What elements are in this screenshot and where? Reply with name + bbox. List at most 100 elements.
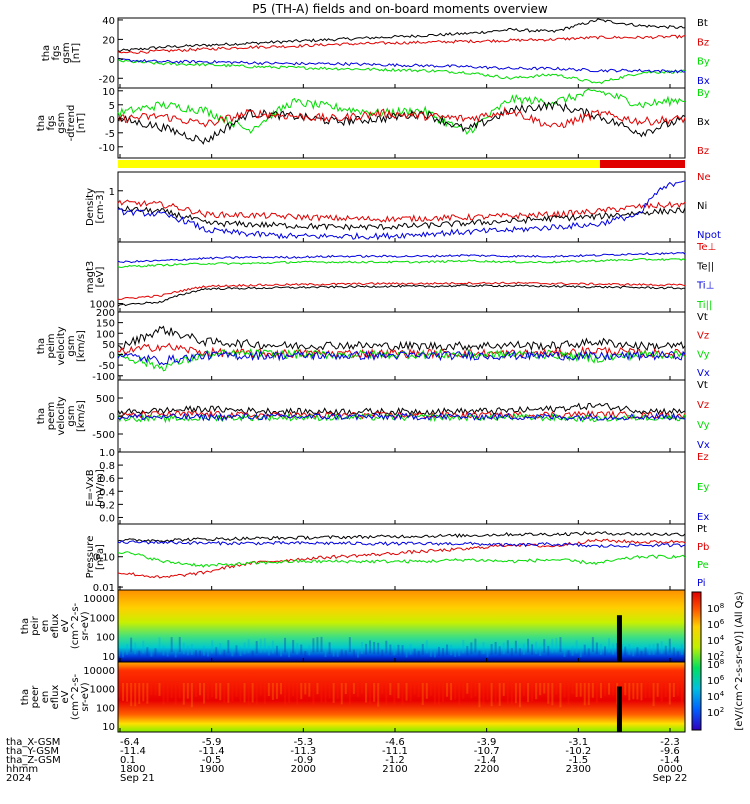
y-axis-label: gsm	[56, 112, 67, 133]
spectrogram-texture	[259, 683, 262, 696]
spectrogram-texture	[356, 651, 359, 658]
orbit-x-value: -4.6	[385, 737, 405, 748]
spectrogram-texture	[385, 640, 388, 654]
spectrogram-texture	[559, 637, 562, 653]
y-tick-label: 0.2	[99, 500, 115, 511]
spectrogram-texture	[207, 683, 210, 700]
y-axis-label: eV	[60, 690, 71, 703]
spectrogram-texture	[498, 646, 501, 656]
spectrogram-texture	[567, 683, 570, 705]
spectrogram-texture	[361, 642, 363, 655]
spectrogram-texture	[134, 642, 137, 655]
y-tick-label: 20	[102, 35, 115, 46]
spectrogram-texture	[454, 683, 457, 700]
y-tick-label: 1000	[90, 613, 115, 624]
spectrogram-texture	[280, 648, 282, 657]
panel-frame	[117, 87, 686, 159]
spectrogram-texture	[474, 638, 477, 653]
legend-entry: Npot	[697, 230, 721, 241]
series-line-Pi	[117, 539, 686, 549]
y-axis-label: eV	[60, 619, 71, 632]
y-axis-label: tha	[36, 408, 47, 424]
y-tick-label: 1.0	[99, 448, 115, 459]
spectrogram-texture	[648, 683, 651, 698]
spectrogram-texture	[296, 643, 299, 655]
y-tick-label: 10	[102, 722, 115, 733]
y-axis-label: eflux	[50, 614, 61, 639]
spectrogram-texture	[174, 650, 177, 658]
spectrogram-texture	[223, 683, 226, 703]
spectrogram-texture	[591, 683, 594, 698]
y-axis-label: tha	[20, 689, 31, 705]
panel-frame	[117, 451, 686, 525]
y-tick-label: 10	[102, 87, 115, 98]
spectrogram-texture	[267, 683, 270, 696]
spectrogram-texture	[263, 683, 266, 705]
spectrogram-texture	[215, 683, 218, 699]
spectrogram-texture	[369, 640, 372, 654]
spectrogram-texture	[676, 683, 679, 696]
spectrogram-texture	[612, 683, 615, 696]
spectrogram-texture	[417, 683, 420, 698]
spectrogram-texture	[138, 683, 141, 704]
orbit-y-value: -10.7	[474, 746, 500, 757]
spectrogram-texture	[324, 649, 327, 658]
spectrogram-texture	[668, 638, 671, 653]
spectrogram-texture	[446, 644, 449, 656]
y-axis-label: [mV/m]	[95, 469, 106, 507]
date-value: Sep 21	[120, 773, 155, 784]
spectrogram-texture	[365, 683, 368, 703]
spectrogram-texture	[328, 642, 331, 655]
spectrogram-texture	[369, 683, 372, 704]
series-line-Npot	[117, 180, 686, 241]
orbit-y-value: -11.4	[199, 746, 225, 757]
spectrogram-texture	[437, 683, 440, 708]
spectrogram-texture	[587, 683, 590, 705]
y-tick-label: 200	[96, 308, 115, 319]
legend-entry: Bt	[697, 18, 708, 29]
spectrogram-texture	[312, 638, 315, 653]
y-axis-label: [cm-3]	[95, 190, 106, 223]
spectrogram-texture	[227, 640, 230, 654]
spectrogram-texture	[174, 683, 177, 706]
spectrogram-texture	[194, 650, 197, 658]
series-line-Bz	[117, 34, 686, 55]
spectrogram-texture	[336, 648, 339, 657]
y-axis-label: (cm^2-s-	[70, 602, 81, 649]
hhmm-value: 1800	[120, 764, 145, 775]
spectrogram-texture	[275, 645, 278, 656]
hhmm-value: 2200	[474, 764, 499, 775]
spectrogram-gap	[616, 686, 622, 732]
y-tick-label: 10	[102, 652, 115, 663]
y-axis-label: peer	[30, 685, 41, 709]
orbit-y-value: -9.6	[660, 746, 680, 757]
spectrogram-texture	[255, 683, 258, 705]
spectrogram-texture	[271, 640, 274, 654]
y-tick-label: 1	[109, 187, 115, 198]
legend-entry: Vx	[697, 440, 710, 451]
spectrogram-texture	[433, 683, 436, 707]
colorbar-tick-label: 106	[707, 674, 725, 687]
spectrogram-texture	[563, 649, 566, 657]
spectrogram-texture	[429, 683, 432, 696]
spectrogram-texture	[231, 683, 234, 702]
orbit-x-value: -5.3	[294, 737, 314, 748]
spectrogram-texture	[612, 643, 615, 655]
series-line-Bx	[117, 100, 686, 145]
y-axis-label: [nPa]	[95, 544, 106, 570]
y-axis-label: en	[40, 620, 51, 633]
spectrogram-texture	[660, 683, 663, 702]
orbit-row-label: hhmm	[6, 764, 38, 775]
spectrogram-texture	[235, 683, 238, 697]
spectrogram-texture	[421, 643, 424, 655]
orbit-z-value: -1.4	[477, 755, 497, 766]
spectrogram-texture	[506, 640, 509, 654]
orbit-y-value: -11.1	[382, 746, 408, 757]
spectrogram-texture	[442, 683, 444, 702]
spectrogram-texture	[320, 636, 323, 652]
spectrogram-texture	[571, 683, 574, 695]
spectrogram-texture	[632, 647, 635, 657]
spectrogram-texture	[409, 643, 412, 655]
